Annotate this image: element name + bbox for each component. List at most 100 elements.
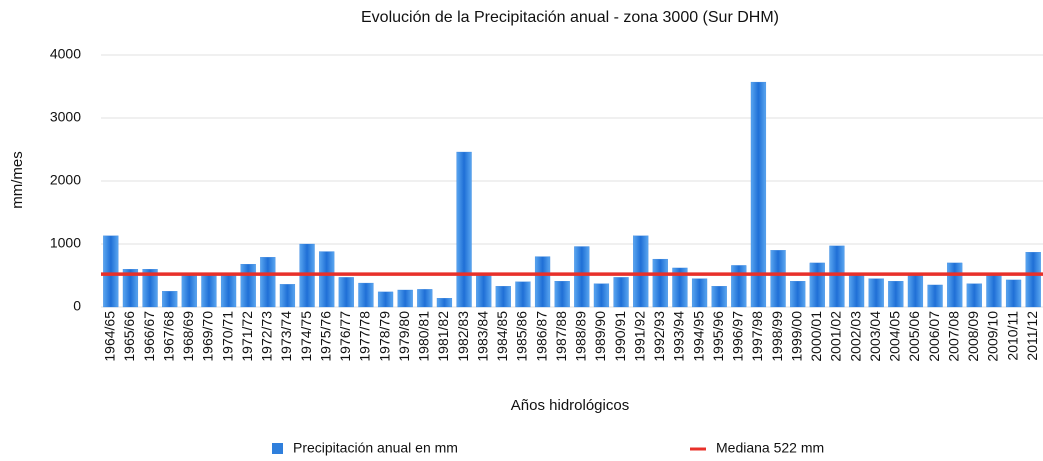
x-tick-label: 1975/76	[317, 311, 333, 362]
x-tick-label: 1966/67	[141, 311, 157, 362]
x-tick-label: 1995/96	[710, 311, 726, 362]
x-tick-label: 1985/86	[514, 311, 530, 362]
bar	[377, 291, 394, 308]
bar	[691, 278, 708, 308]
x-tick-label: 2008/09	[965, 311, 981, 362]
x-tick-label: 1984/85	[494, 311, 510, 362]
bar	[947, 262, 963, 308]
bar	[554, 281, 570, 308]
x-tick-label: 1969/70	[200, 311, 216, 362]
bar	[279, 284, 296, 308]
bar	[417, 289, 433, 308]
bar	[534, 256, 551, 308]
x-tick-label: 1992/93	[651, 311, 667, 362]
x-tick-label: 1978/79	[376, 311, 392, 362]
bar	[829, 245, 845, 308]
x-tick-label: 2010/11	[1004, 311, 1020, 361]
x-tick-label: 1964/65	[102, 311, 118, 362]
x-tick-label: 1965/66	[121, 311, 137, 362]
x-tick-label: 1998/99	[769, 311, 785, 362]
bar	[907, 272, 924, 308]
bar	[495, 286, 511, 308]
bar	[966, 283, 982, 308]
x-tick-label: 2011/12	[1024, 311, 1040, 361]
bar	[888, 281, 904, 308]
x-tick-label: 1979/80	[396, 311, 412, 362]
x-tick-label: 1991/92	[631, 311, 647, 362]
bar	[456, 151, 472, 308]
bar	[731, 265, 747, 308]
bar	[260, 257, 276, 308]
x-tick-label: 1982/83	[455, 311, 471, 362]
bar	[240, 264, 256, 308]
y-tick-label: 2000	[50, 172, 81, 188]
bar	[181, 272, 197, 308]
bar	[633, 235, 649, 308]
x-tick-label: 1993/94	[671, 311, 687, 362]
bar	[790, 281, 806, 308]
x-tick-label: 1971/72	[239, 311, 255, 362]
bar	[574, 246, 590, 308]
x-tick-label: 1974/75	[298, 311, 314, 362]
bar	[103, 235, 119, 308]
bar	[986, 272, 1002, 308]
y-tick-label: 4000	[50, 46, 81, 62]
legend-swatch	[272, 443, 283, 454]
x-tick-label: 1981/82	[435, 311, 451, 362]
x-tick-label: 1986/87	[533, 311, 549, 362]
x-tick-label: 1977/78	[357, 311, 373, 362]
bar	[162, 291, 178, 308]
x-tick-label: 1988/89	[573, 311, 589, 362]
x-tick-label: 1990/91	[612, 311, 628, 362]
x-tick-label: 2006/07	[926, 311, 942, 362]
bar	[358, 282, 374, 308]
x-tick-label: 1980/81	[416, 311, 432, 362]
x-tick-label: 1987/88	[553, 311, 569, 362]
x-tick-label: 1996/97	[730, 311, 746, 362]
bar	[142, 269, 158, 308]
x-tick-label: 1967/68	[160, 311, 176, 362]
x-tick-label: 1989/90	[592, 311, 608, 362]
bar	[848, 274, 865, 308]
bar	[122, 269, 139, 308]
bar	[868, 278, 884, 308]
x-tick-label: 1999/00	[788, 311, 804, 362]
x-tick-label: 1970/71	[219, 311, 235, 362]
y-tick-label: 0	[73, 298, 81, 314]
x-tick-label: 1983/84	[474, 311, 490, 362]
x-tick-label: 2004/05	[887, 311, 903, 362]
bar	[201, 274, 217, 308]
bar	[672, 267, 688, 308]
x-tick-label: 2007/08	[945, 311, 961, 362]
x-tick-label: 2005/06	[906, 311, 922, 362]
bar	[1005, 279, 1022, 308]
bar	[593, 283, 610, 308]
bar	[476, 272, 492, 308]
x-tick-label: 2002/03	[847, 311, 863, 362]
x-tick-label: 1994/95	[690, 311, 706, 362]
chart-title: Evolución de la Precipitación anual - zo…	[361, 9, 779, 26]
legend-label: Precipitación anual en mm	[293, 440, 458, 456]
bar	[770, 250, 786, 308]
y-tick-label: 1000	[50, 235, 81, 251]
x-tick-label: 2000/01	[808, 311, 824, 362]
x-tick-label: 1973/74	[278, 311, 294, 362]
bar	[613, 277, 629, 308]
x-tick-label: 1968/69	[180, 311, 196, 362]
bar	[809, 262, 825, 308]
x-tick-label: 2009/10	[985, 311, 1001, 362]
x-tick-label: 2003/04	[867, 311, 883, 362]
bar	[750, 81, 767, 308]
x-axis-title: Años hidrológicos	[511, 397, 629, 414]
bar	[220, 272, 237, 308]
bar	[319, 251, 335, 308]
bar	[927, 284, 943, 308]
bar	[397, 289, 413, 308]
bar	[515, 281, 531, 308]
legend-label: Mediana 522 mm	[716, 440, 824, 456]
x-tick-label: 1972/73	[259, 311, 275, 362]
bar	[711, 286, 727, 308]
y-axis-title: mm/mes	[9, 151, 26, 209]
x-tick-label: 1976/77	[337, 311, 353, 362]
